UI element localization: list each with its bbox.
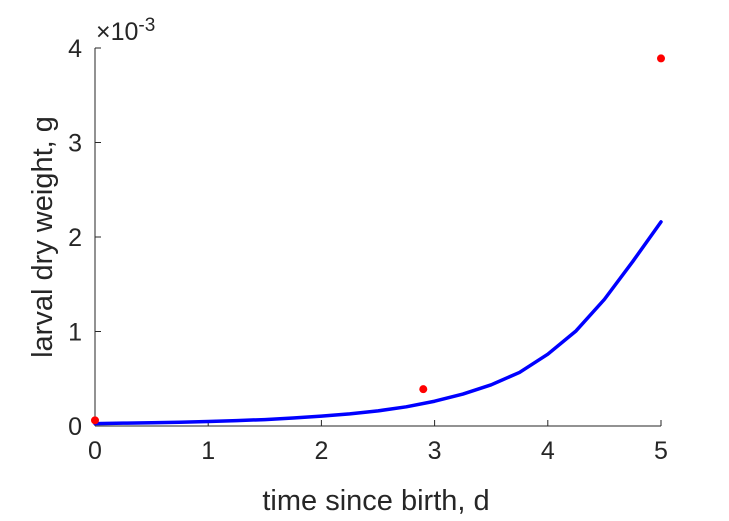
y-tick-label: 3 — [68, 130, 82, 158]
y-tick-label: 1 — [68, 319, 82, 347]
y-tick-label: 4 — [68, 35, 82, 63]
x-tick-label: 4 — [541, 437, 555, 465]
y-exponent-power: -3 — [138, 15, 155, 36]
y-exponent-label: ×10-3 — [96, 15, 155, 46]
x-tick-label: 2 — [314, 437, 328, 465]
y-tick-label: 2 — [68, 224, 82, 252]
x-tick-label: 3 — [428, 437, 442, 465]
x-tick-label: 5 — [654, 437, 668, 465]
model-curve-line — [93, 220, 663, 426]
y-axis-title: larval dry weight, g — [27, 116, 59, 358]
plot-area — [91, 54, 665, 426]
x-axis-title: time since birth, d — [262, 485, 489, 517]
data-point — [657, 54, 665, 63]
x-tick-label: 1 — [201, 437, 215, 465]
axes — [94, 48, 661, 427]
y-tick-label: 0 — [68, 413, 82, 441]
data-point — [91, 416, 99, 425]
y-ticks: 0 1 2 3 4 — [68, 35, 101, 441]
y-exponent-base: ×10 — [96, 18, 138, 46]
x-ticks: 0 1 2 3 4 5 — [88, 420, 668, 465]
data-point — [419, 385, 428, 394]
x-tick-label: 0 — [88, 437, 102, 465]
